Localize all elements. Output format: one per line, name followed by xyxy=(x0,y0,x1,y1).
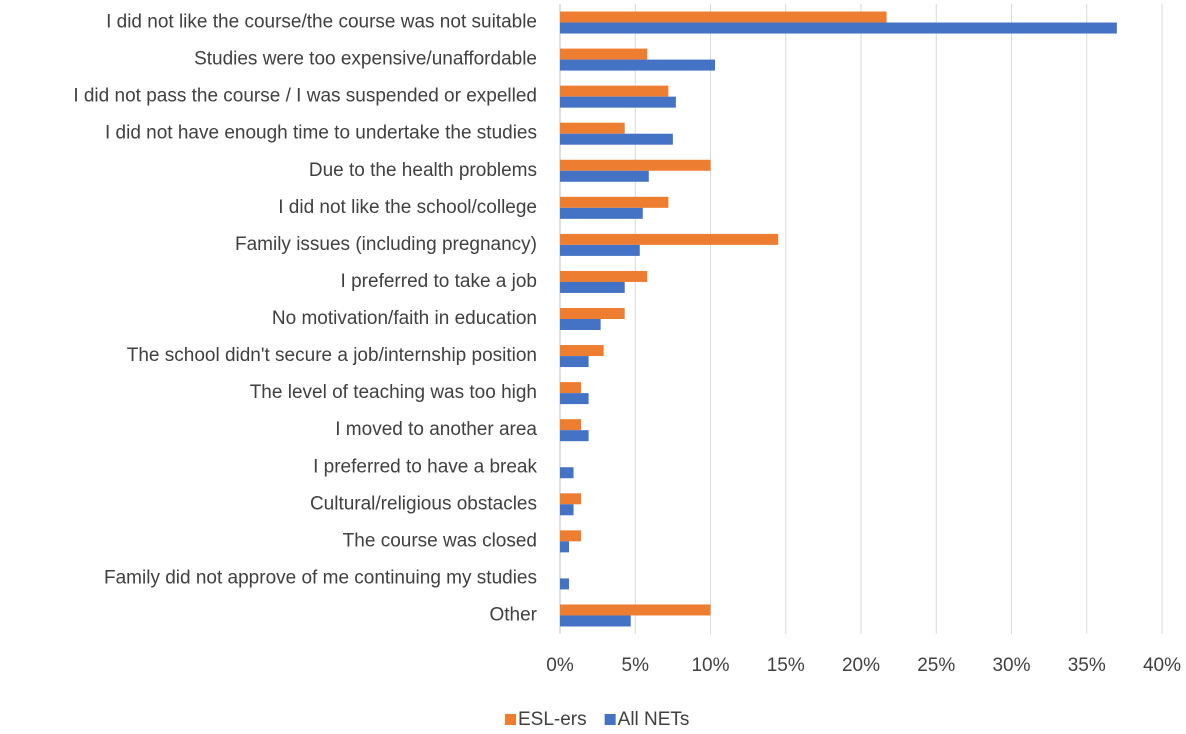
legend-swatch xyxy=(604,714,616,725)
bar xyxy=(560,59,716,71)
bar xyxy=(560,233,779,245)
x-tick-label: 20% xyxy=(842,655,880,676)
x-tick-label: 30% xyxy=(992,655,1030,676)
bar xyxy=(560,170,649,182)
y-tick-label: Due to the health problems xyxy=(309,160,537,181)
legend-label: ESL-ers xyxy=(518,709,587,730)
bar xyxy=(560,11,887,23)
bar xyxy=(560,604,711,616)
bar xyxy=(560,308,625,319)
x-tick-label: 5% xyxy=(622,655,650,676)
x-tick-label: 25% xyxy=(917,655,955,676)
bar xyxy=(560,133,673,145)
bar xyxy=(560,96,676,108)
y-tick-label: I did not pass the course / I was suspen… xyxy=(73,86,537,107)
y-tick-label: I moved to another area xyxy=(335,419,537,440)
bar xyxy=(560,615,631,627)
bar xyxy=(560,281,625,293)
y-tick-label: I preferred to take a job xyxy=(341,271,537,292)
y-tick-label: Other xyxy=(489,604,537,625)
x-tick-label: 40% xyxy=(1143,655,1181,676)
y-tick-label: The level of teaching was too high xyxy=(250,382,537,403)
y-tick-label: Family issues (including pregnancy) xyxy=(235,234,537,255)
bar xyxy=(560,382,582,394)
bar xyxy=(560,244,640,256)
legend-label: All NETs xyxy=(618,709,690,730)
bar xyxy=(560,504,574,516)
y-tick-label: The course was closed xyxy=(343,530,537,551)
legend-swatch xyxy=(505,714,516,725)
bar xyxy=(560,122,625,134)
y-tick-label: I preferred to have a break xyxy=(313,456,537,477)
bar xyxy=(560,493,582,505)
bar xyxy=(560,48,648,60)
bar xyxy=(560,159,711,171)
x-tick-label: 35% xyxy=(1068,655,1106,676)
bar xyxy=(560,578,570,590)
x-tick-label: 15% xyxy=(767,655,805,676)
bar xyxy=(560,541,570,553)
x-tick-label: 0% xyxy=(546,655,574,676)
bar xyxy=(560,85,669,97)
y-tick-label: Studies were too expensive/unaffordable xyxy=(194,49,537,70)
bar xyxy=(560,393,589,405)
y-tick-label: I did not have enough time to undertake … xyxy=(105,123,537,144)
y-tick-label: Cultural/religious obstacles xyxy=(310,493,537,514)
bar xyxy=(560,196,669,208)
bar xyxy=(560,22,1117,34)
y-tick-label: No motivation/faith in education xyxy=(272,308,537,329)
bar xyxy=(560,207,643,219)
bar xyxy=(560,467,574,479)
y-tick-label: Family did not approve of me continuing … xyxy=(104,567,537,588)
bar xyxy=(560,270,648,282)
y-tick-label: The school didn't secure a job/internshi… xyxy=(127,345,537,366)
y-tick-label: I did not like the course/the course was… xyxy=(106,12,537,33)
bar xyxy=(560,319,601,330)
bar xyxy=(560,430,589,442)
x-tick-label: 10% xyxy=(691,655,729,676)
bar xyxy=(560,419,582,431)
bar xyxy=(560,530,582,542)
bar xyxy=(560,356,589,368)
bar xyxy=(560,345,604,357)
y-tick-label: I did not like the school/college xyxy=(278,197,537,218)
